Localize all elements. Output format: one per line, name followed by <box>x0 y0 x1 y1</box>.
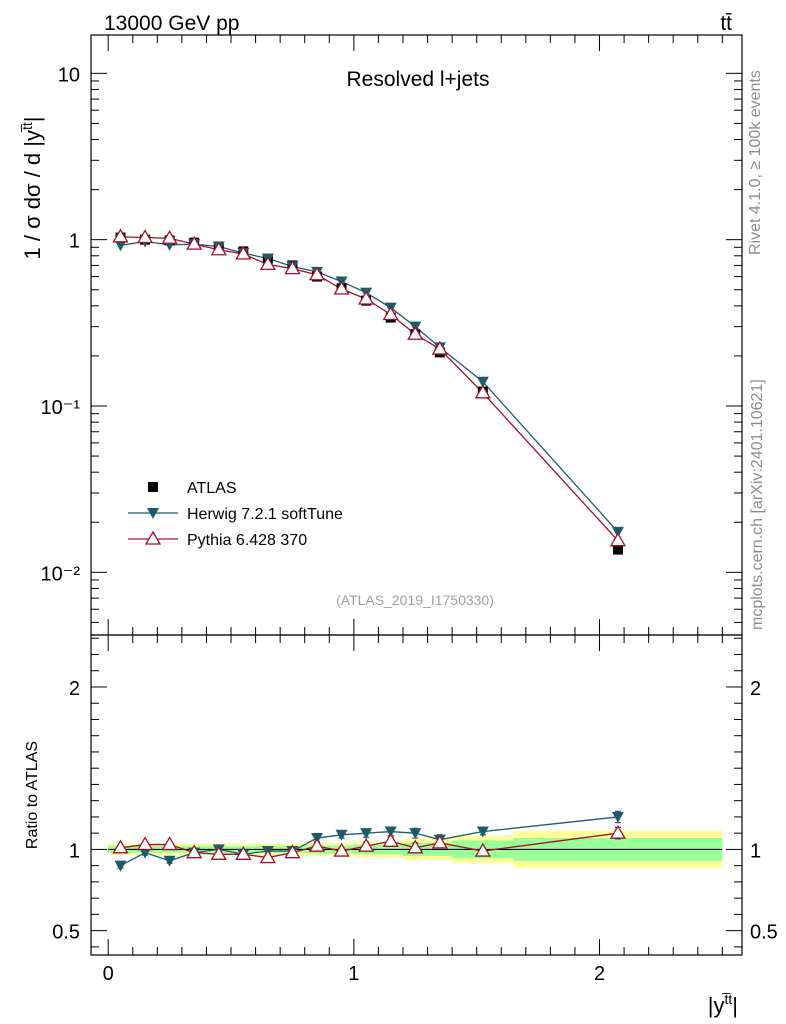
main-data-point <box>431 340 448 355</box>
main-y-tick-label: 1 <box>69 231 80 253</box>
ratio-data-point <box>259 849 277 864</box>
main-data-point <box>114 240 127 252</box>
ratio-y-tick-label: 0.5 <box>52 922 80 944</box>
ratio-series-line <box>120 832 619 859</box>
ratio-frame <box>90 634 743 956</box>
ratio-data-point <box>112 839 129 854</box>
ratio-data-point <box>186 844 203 859</box>
ratio-y-axis-label: Ratio to ATLAS <box>24 741 41 849</box>
x-axis-label-sup: t̅t <box>721 991 732 1007</box>
ratio-data-point <box>114 860 127 872</box>
rivet-version-label: Rivet 4.1.0, ≥ 100k events <box>747 70 764 255</box>
main-data-point <box>474 384 491 399</box>
ratio-data-point <box>474 842 491 857</box>
main-marks <box>112 228 627 555</box>
ratio-data-point <box>611 811 624 823</box>
ratio-y-tick-label-right: 1 <box>750 840 761 862</box>
x-tick-label: 1 <box>348 963 359 985</box>
ratio-panel: 0.5 0.5 1 1 2 2 0 1 2 Ratio to ATLAS |yt̅t| <box>24 634 778 1018</box>
ratio-data-point <box>139 847 152 859</box>
ratio-y-tick-label-right: 2 <box>750 678 761 700</box>
analysis-watermark: (ATLAS_2019_I1750330) <box>336 592 494 608</box>
main-series-line <box>120 236 619 542</box>
ratio-y-tick-label: 2 <box>69 678 80 700</box>
chart-title: Resolved l+jets <box>347 68 490 91</box>
ratio-data-point <box>284 844 301 859</box>
main-data-point <box>284 260 301 275</box>
x-tick-label: 0 <box>103 963 114 985</box>
ratio-data-point <box>409 828 422 840</box>
main-data-point <box>612 544 623 555</box>
ratio-data-point <box>136 836 154 851</box>
main-y-axis-label-sup: t̅t <box>19 122 35 133</box>
main-y-tick-label: 10⁻² <box>41 563 81 585</box>
ratio-axes: 0.5 0.5 1 1 2 2 0 1 2 <box>52 635 778 985</box>
legend-marker <box>148 482 158 492</box>
legend-label: ATLAS <box>187 480 237 497</box>
main-y-tick-label: 10 <box>58 64 80 86</box>
ratio-data-point <box>382 833 399 847</box>
ratio-data-point <box>161 836 178 851</box>
process-label: tt̄ <box>720 12 732 35</box>
x-axis-label-text: |y <box>708 993 725 1018</box>
ratio-data-point <box>308 837 326 852</box>
main-data-point <box>358 290 375 305</box>
main-axes: 10 1 10⁻¹ 10⁻² <box>41 35 742 635</box>
energy-label: 13000 GeV pp <box>104 12 239 35</box>
ratio-data-point <box>431 834 448 849</box>
ratio-y-tick-label: 1 <box>69 840 80 862</box>
ratio-data-point <box>335 829 348 841</box>
ratio-data-point <box>210 845 227 860</box>
legend: ATLAS Herwig 7.2.1 softTune Pythia 6.428 3… <box>128 480 343 549</box>
main-series-line <box>120 240 619 533</box>
ratio-data-point <box>476 826 489 838</box>
ratio-y-tick-label-right: 0.5 <box>750 922 778 944</box>
legend-marker <box>147 508 159 519</box>
main-data-point <box>476 376 489 388</box>
mcplots-label: mcplots.cern.ch [arXiv:2401.10621] <box>749 379 766 630</box>
legend-marker <box>144 530 162 545</box>
ratio-data-point <box>333 842 350 857</box>
main-data-point <box>382 306 399 321</box>
main-data-point <box>407 325 424 340</box>
legend-label: Herwig 7.2.1 softTune <box>187 506 343 523</box>
x-axis-label: |yt̅t| <box>708 991 738 1018</box>
main-data-point <box>186 235 203 250</box>
ratio-data-point <box>407 839 424 854</box>
ratio-data-point <box>609 824 627 839</box>
main-data-point <box>161 229 178 244</box>
ratio-data-point <box>360 828 373 840</box>
main-y-axis-label: 1 / σ dσ / d |yt̅t| <box>19 117 45 260</box>
main-data-point <box>112 228 129 243</box>
x-tick-label: 2 <box>594 963 605 985</box>
ratio-data-point <box>358 837 375 852</box>
main-data-point <box>308 266 326 281</box>
main-data-point <box>136 229 154 244</box>
main-panel: 10 1 10⁻¹ 10⁻² Resolved l+jets (ATLAS_2019_… <box>19 34 743 636</box>
main-data-point <box>235 245 252 260</box>
main-data-point <box>210 241 227 256</box>
ratio-data-point <box>163 855 176 867</box>
legend-label: Pythia 6.428 370 <box>187 532 307 549</box>
ratio-series-line <box>120 816 619 867</box>
main-y-axis-label-text: 1 / σ dσ / d |y <box>20 130 45 259</box>
main-data-point <box>333 280 350 295</box>
ratio-data-point <box>384 826 397 838</box>
main-y-tick-label: 10⁻¹ <box>41 397 81 419</box>
ratio-data-point <box>235 845 252 860</box>
main-data-point <box>259 256 277 271</box>
ratio-marks <box>108 810 723 872</box>
main-data-point <box>609 532 627 547</box>
